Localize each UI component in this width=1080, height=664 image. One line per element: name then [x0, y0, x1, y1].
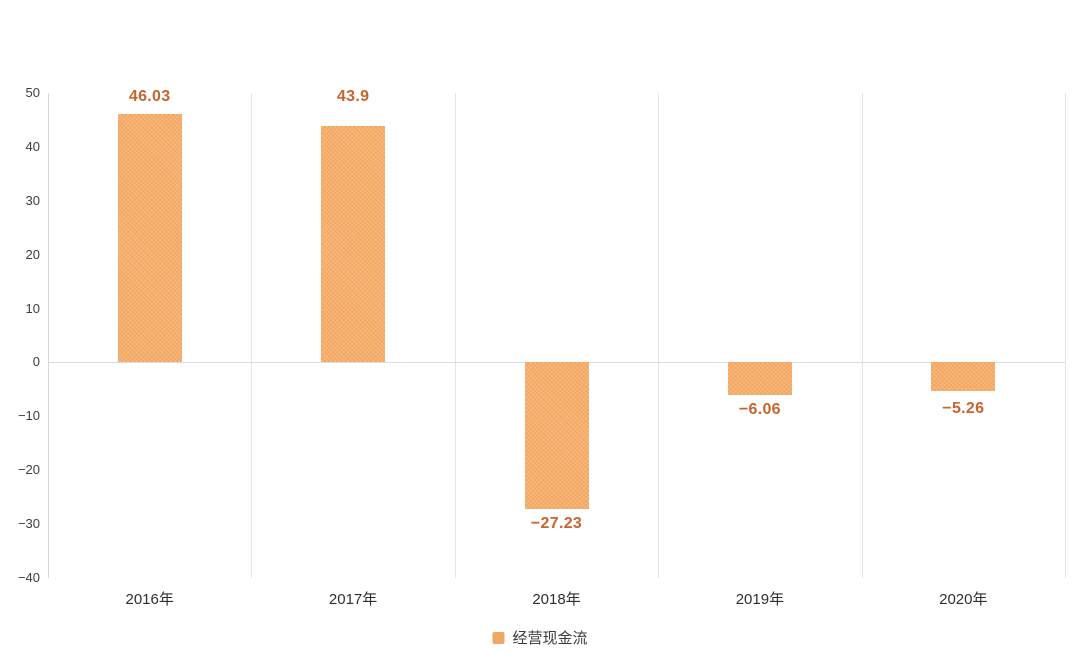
y-axis-tick-label: 40	[25, 138, 40, 154]
bar-2019年[interactable]	[727, 362, 792, 396]
bar-2016年[interactable]	[117, 114, 182, 363]
bar-2017年[interactable]	[321, 125, 386, 363]
bar-value-label: 46.03	[128, 88, 171, 106]
y-axis-tick-label: 50	[25, 85, 40, 100]
bar-value-label: −6.06	[738, 401, 781, 419]
vertical-grid-line	[251, 93, 253, 578]
x-axis-category-label: 2018年	[532, 591, 581, 608]
x-axis-category-label: 2016年	[125, 591, 174, 608]
y-axis-tick-label: 0	[32, 354, 40, 370]
bar-value-label: −27.23	[530, 515, 583, 533]
y-axis-tick-label: −40	[17, 570, 40, 585]
y-axis-tick-label: −30	[17, 516, 40, 532]
y-axis-tick-label: 30	[25, 192, 40, 208]
vertical-grid-line	[658, 93, 660, 578]
legend-label: 经营现金流	[512, 630, 588, 647]
bar-value-label: 43.9	[336, 87, 370, 105]
x-axis-category-label: 2017年	[328, 591, 378, 608]
y-axis-tick-label: −10	[17, 408, 40, 424]
legend-item[interactable]: 经营现金流	[492, 627, 588, 648]
bar-2018年[interactable]	[524, 362, 589, 510]
vertical-grid-line	[454, 93, 456, 578]
x-axis-category-label: 2020年	[939, 591, 988, 608]
vertical-grid-line	[861, 93, 863, 578]
y-axis-tick-label: −20	[17, 462, 40, 478]
bar-value-label: −5.26	[942, 399, 985, 417]
y-axis-line	[48, 93, 49, 578]
bar-2020年[interactable]	[931, 362, 996, 391]
y-axis-tick-label: 10	[25, 300, 40, 316]
y-axis-tick-label: 20	[25, 246, 40, 262]
vertical-grid-line	[1065, 93, 1066, 578]
x-axis-category-label: 2019年	[735, 591, 785, 608]
legend-swatch	[492, 631, 505, 644]
